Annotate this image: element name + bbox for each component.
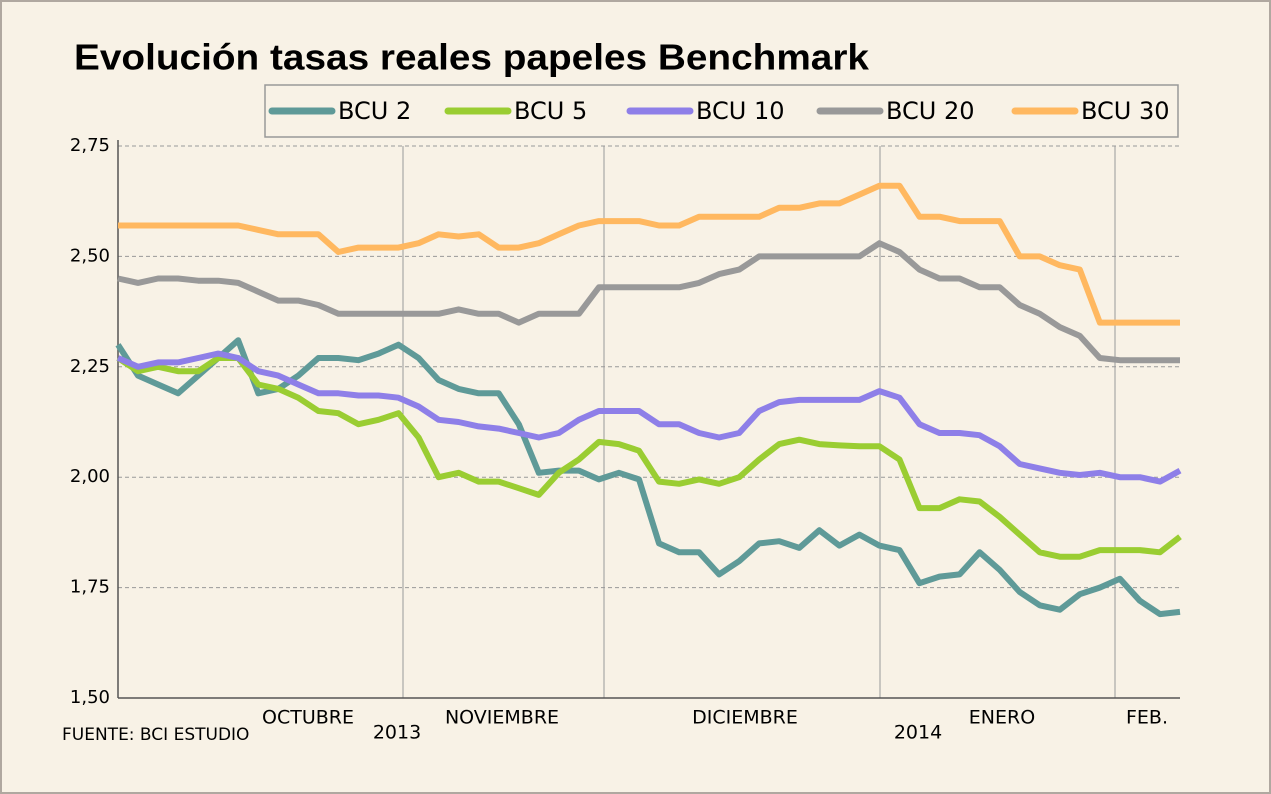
chart-title: Evolución tasas reales papeles Benchmark	[74, 37, 870, 78]
source: FUENTE: BCI ESTUDIO	[62, 725, 249, 745]
period-label: FEB.	[1126, 707, 1168, 729]
series-line	[115, 337, 1181, 618]
period-label: OCTUBRE	[262, 707, 354, 729]
legend-label: BCU 20	[886, 97, 975, 125]
legend-label: BCU 2	[338, 97, 411, 125]
legend-label: BCU 10	[696, 97, 785, 125]
period-label: 2014	[894, 722, 942, 744]
y-tick-label: 2,75	[70, 135, 110, 156]
y-tick-label: 1,75	[70, 577, 110, 598]
y-tick-label: 2,00	[70, 466, 110, 487]
series-line	[118, 182, 1180, 326]
period-label: NOVIEMBRE	[445, 707, 559, 729]
y-tick-label: 1,50	[70, 687, 110, 708]
series-line	[116, 355, 1182, 560]
period-label: 2013	[373, 722, 421, 744]
y-tick-label: 2,50	[70, 245, 110, 266]
series-line	[116, 350, 1182, 485]
legend-box	[264, 84, 1179, 138]
period-label: DICIEMBRE	[692, 707, 798, 729]
series-line	[117, 240, 1180, 364]
y-tick-label: 2,25	[70, 356, 110, 377]
period-label: ENERO	[969, 707, 1035, 729]
legend-label: BCU 5	[514, 97, 587, 125]
legend-label: BCU 30	[1081, 97, 1170, 125]
